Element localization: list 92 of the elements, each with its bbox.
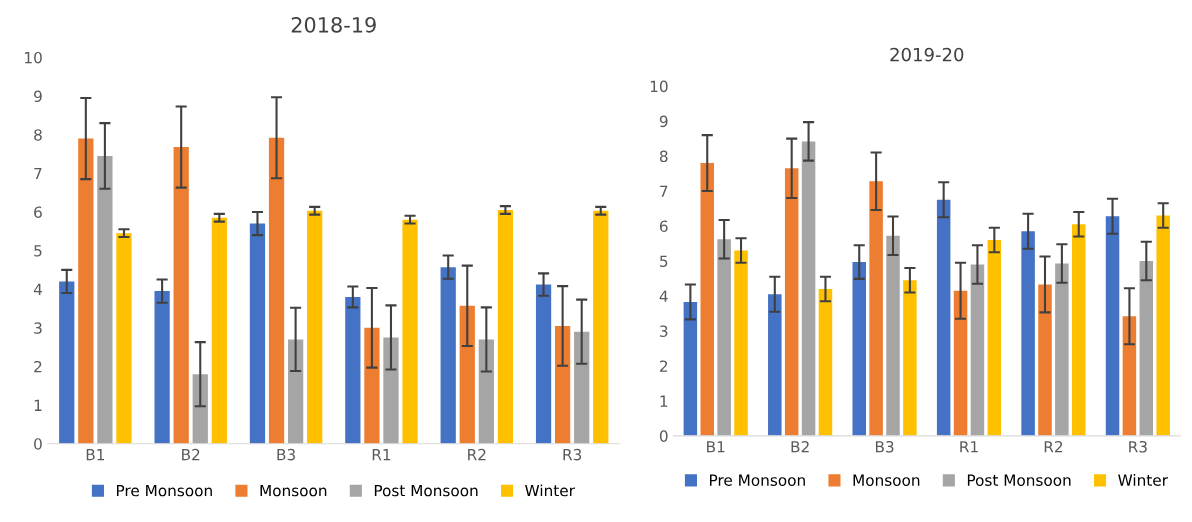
bar xyxy=(459,305,475,444)
x-tick-label: R3 xyxy=(563,448,582,461)
x-tick-label: B1 xyxy=(707,441,725,453)
y-tick-label: 1 xyxy=(34,399,42,411)
bar xyxy=(1072,224,1086,436)
bar xyxy=(953,290,968,436)
bar xyxy=(1038,284,1052,436)
bar xyxy=(818,288,833,436)
bar xyxy=(768,294,782,436)
y-tick-label: 10 xyxy=(25,51,42,64)
x-tick-label: R2 xyxy=(468,448,486,461)
bar xyxy=(192,374,208,444)
bar xyxy=(784,168,799,436)
bar xyxy=(249,223,266,444)
bar xyxy=(383,337,399,444)
chart-title: 2019-20 xyxy=(890,47,964,62)
y-tick-label: 0 xyxy=(34,438,42,450)
bar xyxy=(345,296,361,444)
bar xyxy=(852,262,866,436)
y-tick-label: 8 xyxy=(659,150,668,163)
bar xyxy=(116,233,132,444)
y-tick-label: 3 xyxy=(660,325,668,337)
bar xyxy=(801,141,816,436)
bar xyxy=(478,339,494,444)
y-tick-label: 5 xyxy=(34,245,42,257)
bar xyxy=(869,181,883,436)
legend-label: Winter xyxy=(525,484,575,497)
bar xyxy=(497,210,514,444)
bar xyxy=(593,210,609,444)
y-tick-label: 9 xyxy=(34,90,42,103)
y-tick-label: 0 xyxy=(659,430,668,442)
bar xyxy=(734,250,748,436)
bar xyxy=(555,325,571,444)
bar xyxy=(987,240,1002,436)
bar xyxy=(936,199,951,436)
x-tick-label: B2 xyxy=(791,441,809,453)
bar xyxy=(1055,263,1069,436)
bar xyxy=(78,138,94,444)
legend-label: Pre Monsoon xyxy=(116,484,212,497)
y-tick-label: 5 xyxy=(660,255,668,268)
bar xyxy=(717,239,731,436)
bar xyxy=(970,264,985,436)
y-tick-label: 2 xyxy=(34,360,42,373)
bar xyxy=(1122,316,1137,436)
bar xyxy=(154,291,170,444)
y-tick-label: 8 xyxy=(34,129,42,141)
y-tick-label: 1 xyxy=(660,395,668,407)
y-tick-label: 9 xyxy=(659,115,668,128)
bar xyxy=(402,219,418,444)
bar xyxy=(59,281,75,444)
x-tick-label: R2 xyxy=(1044,441,1063,453)
bar xyxy=(1105,216,1120,436)
bar xyxy=(307,210,323,444)
y-tick-label: 2 xyxy=(660,360,668,372)
legend-label: Monsoon xyxy=(260,484,327,497)
bar xyxy=(683,301,698,436)
bar xyxy=(1021,231,1035,436)
bar xyxy=(440,267,456,444)
bar xyxy=(886,235,900,436)
legend-label: Pre Monsoon xyxy=(710,474,805,486)
bar xyxy=(700,163,715,436)
bar xyxy=(97,155,113,444)
bar xyxy=(1139,261,1154,436)
y-tick-label: 4 xyxy=(33,283,42,295)
bar xyxy=(574,331,590,444)
bar xyxy=(211,217,227,444)
legend-label: Post Monsoon xyxy=(967,474,1071,486)
x-tick-label: B3 xyxy=(875,441,894,453)
y-tick-label: 6 xyxy=(34,206,42,218)
x-tick-label: R1 xyxy=(372,449,391,461)
bar xyxy=(1156,215,1170,436)
y-tick-label: 6 xyxy=(659,220,668,233)
x-tick-label: B2 xyxy=(182,448,200,461)
bar xyxy=(364,327,380,444)
bar xyxy=(535,284,552,444)
x-tick-label: R3 xyxy=(1129,441,1147,453)
y-tick-label: 3 xyxy=(34,322,42,334)
x-tick-label: R1 xyxy=(960,441,978,453)
legend-label: Monsoon xyxy=(853,474,920,486)
bar xyxy=(903,280,917,436)
bar xyxy=(173,147,189,444)
legend-label: Post Monsoon xyxy=(374,484,478,497)
bar xyxy=(287,339,304,444)
legend-label: Winter xyxy=(1118,474,1168,486)
y-tick-label: 4 xyxy=(659,290,668,302)
x-tick-label: B3 xyxy=(277,448,295,461)
y-tick-label: 10 xyxy=(650,80,668,93)
bar xyxy=(268,137,285,444)
x-tick-label: B1 xyxy=(86,449,105,461)
chart-title: 2018-19 xyxy=(291,16,376,33)
y-tick-label: 7 xyxy=(34,167,42,180)
y-tick-label: 7 xyxy=(660,185,668,197)
